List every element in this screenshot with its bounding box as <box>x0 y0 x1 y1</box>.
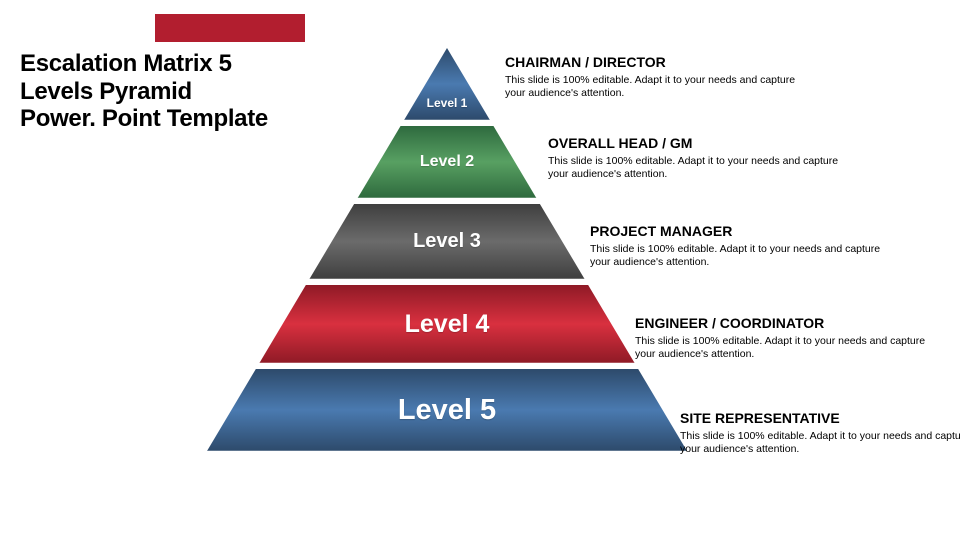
pyramid-level-1-label: Level 1 <box>427 96 468 110</box>
pyramid-level-5-label: Level 5 <box>398 394 496 427</box>
callout-heading: CHAIRMAN / DIRECTOR <box>505 54 805 70</box>
callout-desc: This slide is 100% editable. Adapt it to… <box>505 74 805 100</box>
callout-level-2: OVERALL HEAD / GM This slide is 100% edit… <box>548 135 848 181</box>
callout-heading: OVERALL HEAD / GM <box>548 135 848 151</box>
callout-heading: SITE REPRESENTATIVE <box>680 410 960 426</box>
callout-heading: ENGINEER / COORDINATOR <box>635 315 935 331</box>
pyramid-level-2-label: Level 2 <box>420 153 474 171</box>
callouts: CHAIRMAN / DIRECTOR This slide is 100% ed… <box>0 0 960 540</box>
callout-heading: PROJECT MANAGER <box>590 223 890 239</box>
callout-desc: This slide is 100% editable. Adapt it to… <box>590 243 890 269</box>
callout-level-5: SITE REPRESENTATIVE This slide is 100% ed… <box>680 410 960 456</box>
callout-desc: This slide is 100% editable. Adapt it to… <box>635 335 935 361</box>
callout-level-4: ENGINEER / COORDINATOR This slide is 100%… <box>635 315 935 361</box>
callout-level-3: PROJECT MANAGER This slide is 100% editab… <box>590 223 890 269</box>
callout-desc: This slide is 100% editable. Adapt it to… <box>548 155 848 181</box>
callout-desc: This slide is 100% editable. Adapt it to… <box>680 430 960 456</box>
pyramid-level-3-label: Level 3 <box>413 230 481 253</box>
pyramid-level-4-label: Level 4 <box>405 310 490 339</box>
callout-level-1: CHAIRMAN / DIRECTOR This slide is 100% ed… <box>505 54 805 100</box>
